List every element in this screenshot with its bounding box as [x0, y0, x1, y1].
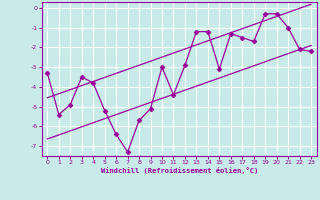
X-axis label: Windchill (Refroidissement éolien,°C): Windchill (Refroidissement éolien,°C) — [100, 167, 258, 174]
